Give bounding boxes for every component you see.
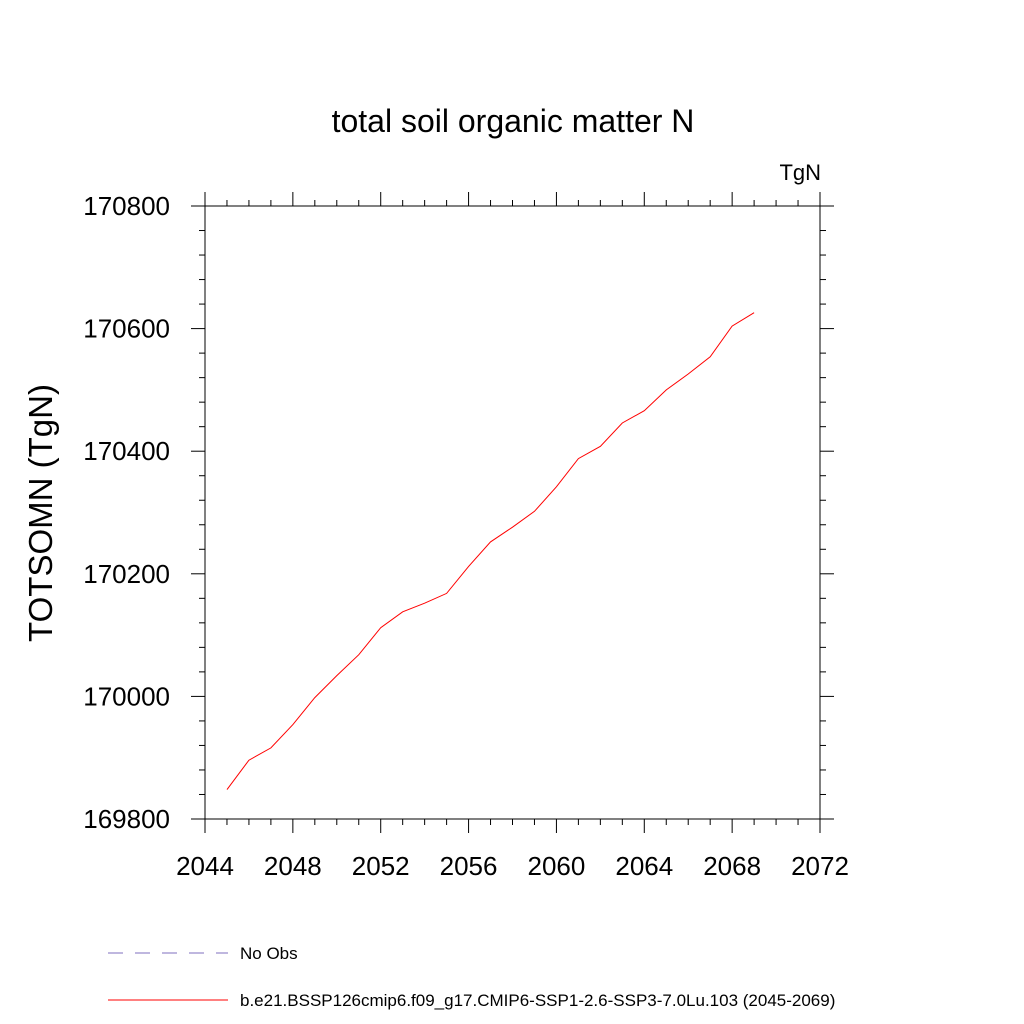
legend: No Obs b.e21.BSSP126cmip6.f09_g17.CMIP6-S… bbox=[108, 944, 835, 1010]
data-point bbox=[534, 511, 536, 513]
y-tick-label: 170400 bbox=[83, 436, 170, 466]
data-point bbox=[753, 312, 755, 314]
x-axis-tick-labels: 2044 2048 2052 2056 2060 2064 2068 2072 bbox=[176, 851, 849, 881]
data-point bbox=[622, 422, 624, 424]
x-tick-label: 2064 bbox=[615, 851, 673, 881]
x-tick-label: 2044 bbox=[176, 851, 234, 881]
y-tick-label: 169800 bbox=[83, 804, 170, 834]
data-point bbox=[578, 458, 580, 460]
data-point bbox=[468, 566, 470, 568]
y-axis-tick-labels: 169800 170000 170200 170400 170600 170800 bbox=[83, 191, 170, 834]
x-tick-label: 2048 bbox=[264, 851, 322, 881]
series-layer bbox=[226, 312, 755, 790]
data-point bbox=[666, 389, 668, 391]
data-point bbox=[709, 356, 711, 358]
data-point bbox=[600, 446, 602, 448]
y-tick-label: 170000 bbox=[83, 681, 170, 711]
legend-label: b.e21.BSSP126cmip6.f09_g17.CMIP6-SSP1-2.… bbox=[240, 991, 835, 1010]
legend-label: No Obs bbox=[240, 944, 298, 963]
plot-frame bbox=[204, 205, 821, 820]
data-point bbox=[336, 675, 338, 677]
x-tick-label: 2072 bbox=[791, 851, 849, 881]
data-point bbox=[314, 697, 316, 699]
data-point bbox=[446, 593, 448, 595]
series-line bbox=[226, 312, 755, 790]
data-point bbox=[270, 747, 272, 749]
data-point bbox=[424, 602, 426, 604]
data-point bbox=[380, 627, 382, 629]
chart-title: total soil organic matter N bbox=[332, 103, 695, 139]
y-axis-label: TOTSOMN (TgN) bbox=[22, 384, 59, 642]
data-point bbox=[687, 373, 689, 375]
data-point bbox=[248, 759, 250, 761]
x-tick-label: 2056 bbox=[440, 851, 498, 881]
data-point bbox=[358, 654, 360, 656]
data-point bbox=[490, 541, 492, 543]
data-point bbox=[226, 789, 228, 791]
y-tick-label: 170600 bbox=[83, 314, 170, 344]
y-tick-label: 170800 bbox=[83, 191, 170, 221]
units-label: TgN bbox=[779, 160, 821, 185]
data-point bbox=[731, 325, 733, 327]
data-point bbox=[292, 724, 294, 726]
y-tick-label: 170200 bbox=[83, 559, 170, 589]
axis-ticks bbox=[191, 192, 834, 833]
data-point bbox=[556, 486, 558, 488]
x-tick-label: 2052 bbox=[352, 851, 410, 881]
x-tick-label: 2060 bbox=[528, 851, 586, 881]
x-tick-label: 2068 bbox=[703, 851, 761, 881]
data-point bbox=[402, 611, 404, 613]
data-point bbox=[644, 410, 646, 412]
data-point bbox=[512, 526, 514, 528]
